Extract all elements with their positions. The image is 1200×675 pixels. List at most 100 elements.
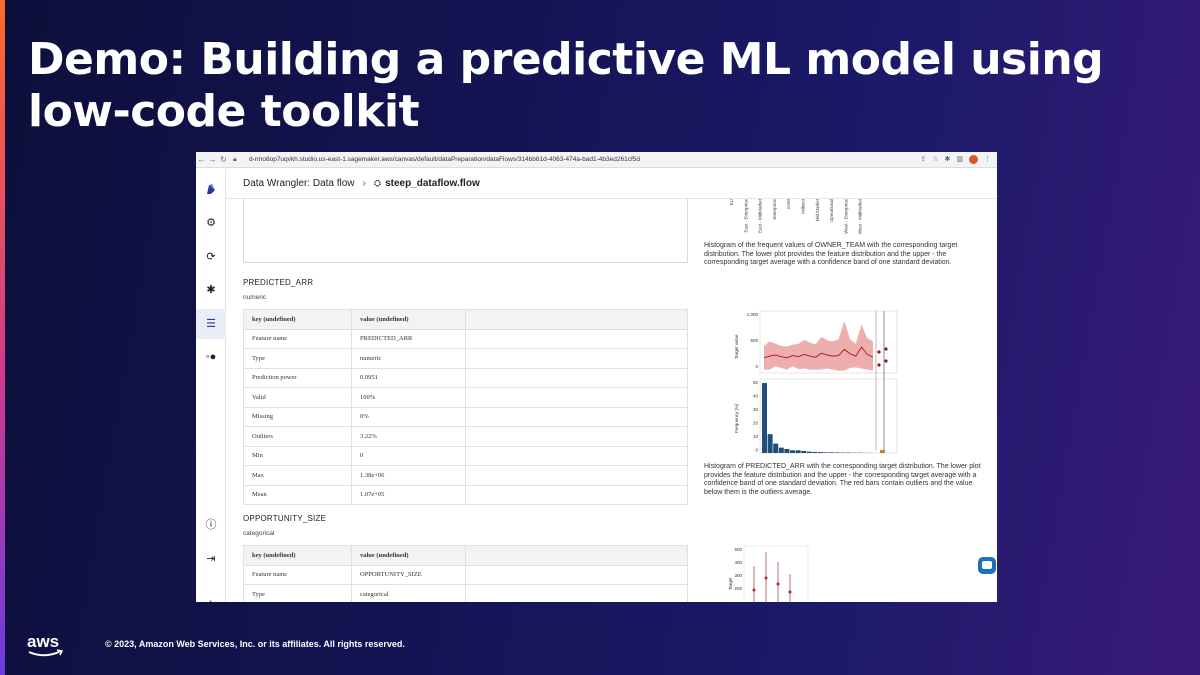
y-tick: 400 bbox=[734, 560, 742, 565]
row-blank bbox=[465, 445, 688, 466]
copyright-text: © 2023, Amazon Web Services, Inc. or its… bbox=[105, 639, 405, 649]
profile-avatar[interactable] bbox=[969, 155, 978, 164]
frequency-bar bbox=[801, 450, 807, 453]
refresh-icon[interactable]: ⟳ bbox=[206, 251, 216, 263]
row-value: 0% bbox=[351, 406, 466, 427]
outlier-point bbox=[877, 350, 881, 354]
extensions-icon[interactable]: ✱ bbox=[944, 156, 951, 163]
lower-plot-frame bbox=[759, 378, 898, 454]
aws-logo-text: aws bbox=[27, 632, 59, 651]
table-row: Outliers 3.22% bbox=[243, 426, 688, 447]
logout-icon[interactable]: ⇥ bbox=[206, 553, 216, 565]
y-tick: 200 bbox=[734, 586, 742, 591]
row-blank bbox=[465, 387, 688, 408]
row-key: Feature name bbox=[243, 328, 352, 349]
owner-team-tick-label: West - Enterprise bbox=[843, 199, 848, 234]
menu-icon[interactable]: ⋮ bbox=[984, 156, 991, 163]
owner-team-xticks: EU East - Enterprise East - MidMarket Enter… bbox=[729, 199, 863, 234]
column-header-blank bbox=[465, 309, 688, 330]
frequency-bar bbox=[767, 434, 773, 453]
table-header-row: key (undefined) value (undefined) bbox=[243, 545, 688, 566]
expand-icon[interactable]: › bbox=[204, 596, 218, 602]
column-header-blank bbox=[465, 545, 688, 566]
sidepanel-icon[interactable]: ▥ bbox=[956, 156, 963, 163]
row-blank bbox=[465, 584, 688, 602]
row-value: 1.38e+06 bbox=[351, 465, 466, 486]
row-value: 0.0951 bbox=[351, 367, 466, 388]
column-header-key: key (undefined) bbox=[243, 309, 352, 330]
outlier-point bbox=[884, 359, 888, 363]
predicted-arr-type: numeric bbox=[243, 294, 267, 301]
back-icon[interactable]: ← bbox=[197, 155, 206, 164]
outlier-bar bbox=[880, 450, 885, 453]
chevron-right-icon: › bbox=[362, 178, 366, 189]
outlier-point bbox=[884, 347, 888, 351]
row-value: PREDICTED_ARR bbox=[351, 328, 466, 349]
lock-icon[interactable]: 🔒︎ bbox=[233, 155, 237, 163]
owner-team-tick-label: Enterprise bbox=[772, 199, 777, 220]
table-row: Type numeric bbox=[243, 348, 688, 369]
row-value: 1.07e+05 bbox=[351, 484, 466, 505]
breadcrumb-root[interactable]: Data Wrangler: Data flow bbox=[243, 178, 355, 189]
row-value: 0 bbox=[351, 445, 466, 466]
row-blank bbox=[465, 328, 688, 349]
owner-team-tick-label: GAM bbox=[786, 199, 791, 209]
share-icon[interactable]: ⇪ bbox=[920, 156, 927, 163]
asterisk-icon[interactable]: ✱ bbox=[206, 284, 216, 296]
flow-name: steep_dataflow.flow bbox=[385, 178, 480, 189]
help-icon[interactable]: ⓘ bbox=[205, 519, 217, 531]
row-key: Min bbox=[243, 445, 352, 466]
opportunity-size-title: OPPORTUNITY_SIZE bbox=[243, 514, 327, 523]
y-label: Target bbox=[728, 577, 733, 590]
x-tick: 866,414 bbox=[872, 456, 887, 457]
owner-team-tick-label: East - MidMarket bbox=[758, 199, 763, 233]
row-value: OPPORTUNITY_SIZE bbox=[351, 564, 466, 585]
star-icon[interactable]: ☆ bbox=[932, 156, 939, 163]
lower-y-tick: 30 bbox=[753, 407, 759, 412]
row-blank bbox=[465, 367, 688, 388]
slide-title: Demo: Building a predictive ML model usi… bbox=[28, 34, 1104, 137]
predicted-arr-title: PREDICTED_ARR bbox=[243, 278, 314, 287]
edge-accent-stripe bbox=[0, 0, 5, 675]
table-row: Prediction power 0.0951 bbox=[243, 367, 688, 388]
chip-icon[interactable]: ⚙ bbox=[206, 217, 216, 229]
row-value: numeric bbox=[351, 348, 466, 369]
row-blank bbox=[465, 484, 688, 505]
chat-button[interactable] bbox=[978, 557, 996, 574]
forward-icon[interactable]: → bbox=[208, 155, 217, 164]
table-row: Max 1.38e+06 bbox=[243, 465, 688, 486]
owner-team-tick-label: Mid Market bbox=[815, 199, 820, 221]
browser-window: ← → ↻ 🔒︎ d-rmo8op7uqvkh.studio.us-east-1… bbox=[196, 152, 997, 602]
home-icon[interactable] bbox=[204, 183, 218, 197]
row-blank bbox=[465, 426, 688, 447]
address-bar[interactable]: d-rmo8op7uqvkh.studio.us-east-1.sagemake… bbox=[249, 156, 640, 163]
upper-plot-frame bbox=[759, 310, 898, 374]
reload-icon[interactable]: ↻ bbox=[220, 155, 227, 164]
browser-toolbar: ← → ↻ 🔒︎ d-rmo8op7uqvkh.studio.us-east-1… bbox=[196, 152, 997, 168]
row-key: Prediction power bbox=[243, 367, 352, 388]
owner-team-description: Histogram of the frequent values of OWNE… bbox=[704, 242, 958, 266]
column-header-key: key (undefined) bbox=[243, 545, 352, 566]
opportunity-size-table: key (undefined) value (undefined) Featur… bbox=[243, 545, 688, 602]
row-key: Missing bbox=[243, 406, 352, 427]
x-tick: 189,720 bbox=[791, 456, 806, 457]
y-tick: 300 bbox=[734, 573, 742, 578]
frequency-bar bbox=[829, 452, 835, 453]
frequency-bar bbox=[790, 450, 795, 453]
x-tick: 500,185 bbox=[845, 456, 860, 457]
predicted-arr-description: Histogram of PREDICTED_ARR with the corr… bbox=[704, 463, 981, 496]
aws-logo: aws bbox=[27, 632, 64, 657]
frequency-bar bbox=[812, 451, 818, 453]
list-icon[interactable]: ☰ bbox=[196, 309, 226, 339]
frequency-bar bbox=[818, 452, 823, 453]
toggle-icon[interactable]: ◦● bbox=[205, 351, 217, 363]
frequency-bar bbox=[834, 452, 840, 453]
frequency-bar bbox=[762, 383, 767, 453]
column-header-value: value (undefined) bbox=[351, 545, 466, 566]
row-blank bbox=[465, 406, 688, 427]
table-row: Min 0 bbox=[243, 445, 688, 466]
frequency-bar bbox=[806, 451, 812, 453]
mean-point bbox=[776, 582, 780, 586]
lower-y-tick: 50 bbox=[753, 380, 759, 385]
